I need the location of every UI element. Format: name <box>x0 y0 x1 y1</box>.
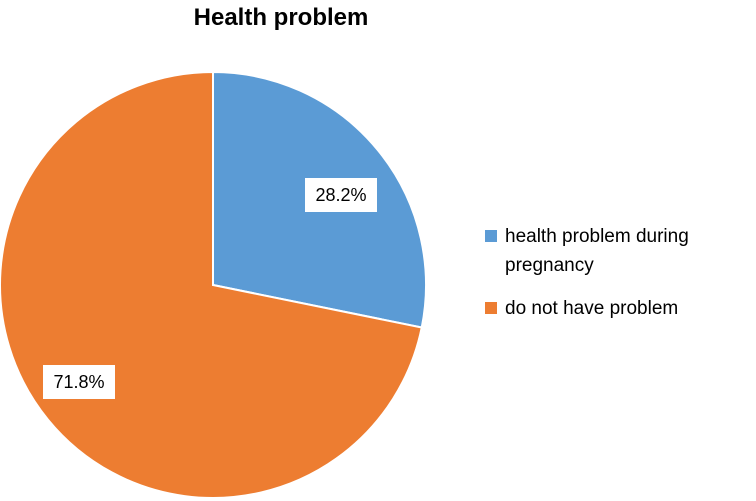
legend-label: do not have problem <box>505 298 678 319</box>
legend-item-1: health problem during pregnancy <box>485 226 689 276</box>
pie-data-labels: 28.2% 71.8% <box>43 178 377 399</box>
data-label-text: 71.8% <box>53 372 104 392</box>
data-label-2: 71.8% <box>43 365 115 399</box>
legend-label: pregnancy <box>505 255 594 276</box>
legend: health problem during pregnancy do not hav… <box>485 226 689 319</box>
data-label-text: 28.2% <box>315 185 366 205</box>
data-label-box <box>43 365 115 399</box>
legend-swatch <box>485 230 497 242</box>
pie-slices <box>0 70 427 499</box>
legend-label: health problem during <box>505 226 689 247</box>
data-label-1: 28.2% <box>305 178 377 212</box>
chart-title: Health problem <box>194 4 369 31</box>
data-label-box <box>305 178 377 212</box>
legend-swatch <box>485 302 497 314</box>
legend-item-2: do not have problem <box>485 298 678 319</box>
